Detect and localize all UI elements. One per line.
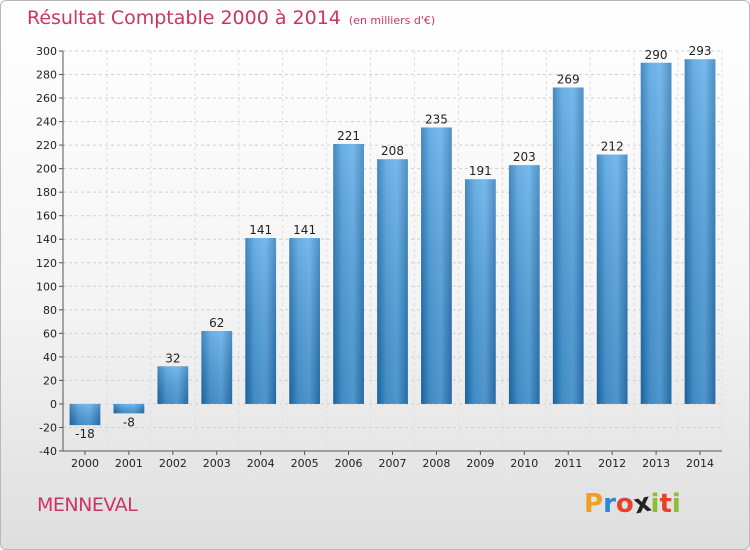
x-tick-label-2014: 2014 xyxy=(686,457,714,470)
y-tick-label: 0 xyxy=(50,398,57,411)
x-tick-label-2004: 2004 xyxy=(247,457,275,470)
data-label-2009: 191 xyxy=(469,164,492,178)
data-label-2000: -18 xyxy=(75,427,95,441)
brand-logo-letter: t xyxy=(659,489,672,519)
brand-logo: Proxiti xyxy=(584,488,681,521)
bar-shade-2003 xyxy=(201,331,233,404)
bar-shade-2000 xyxy=(69,403,101,426)
x-tick-label-2008: 2008 xyxy=(422,457,450,470)
brand-logo-letter: i xyxy=(671,489,681,519)
y-tick-label: 60 xyxy=(43,327,57,340)
chart-title-text: Résultat Comptable 2000 à 2014 xyxy=(27,7,341,29)
data-label-2001: -8 xyxy=(123,415,135,429)
data-label-2011: 269 xyxy=(557,72,580,86)
labels-layer: -18 -8 32 62 141 141 221 208 235 191 203 269 212 290 2… xyxy=(75,44,711,441)
bar-shade-2002 xyxy=(157,366,189,404)
bar-shade-2008 xyxy=(421,127,452,404)
axis-layer: -40 -20 0 20 40 60 80 100 120 140 160 180 200 220 240 2… xyxy=(36,45,722,470)
x-tick-label-2002: 2002 xyxy=(159,457,187,470)
data-label-2013: 290 xyxy=(645,48,668,62)
data-label-2014: 293 xyxy=(689,44,712,58)
brand-logo-letter: o xyxy=(615,489,634,519)
chart-subtitle: (en milliers d'€) xyxy=(348,14,436,27)
y-tick-label: 180 xyxy=(36,186,57,199)
bar-shade-2011 xyxy=(552,87,584,404)
brand-logo-letter: P xyxy=(584,489,604,519)
x-tick-label-2011: 2011 xyxy=(554,457,582,470)
y-tick-label: 200 xyxy=(36,163,57,176)
brand-logo-letter: r xyxy=(603,489,616,519)
x-tick-label-2000: 2000 xyxy=(71,457,99,470)
data-label-2006: 221 xyxy=(337,129,360,143)
y-tick-label: 140 xyxy=(36,233,57,246)
data-label-2003: 62 xyxy=(209,316,224,330)
x-tick-label-2003: 2003 xyxy=(203,457,231,470)
bar-shade-2004 xyxy=(245,238,277,404)
x-tick-label-2005: 2005 xyxy=(291,457,319,470)
y-tick-label: 280 xyxy=(36,69,57,82)
data-label-2008: 235 xyxy=(425,112,448,126)
brand-logo-letter: i xyxy=(650,489,660,519)
bar-shade-2006 xyxy=(333,143,364,404)
y-tick-label: 240 xyxy=(36,116,57,129)
bar-shade-2009 xyxy=(464,179,496,404)
y-tick-label: 100 xyxy=(36,280,57,293)
bar-shade-2010 xyxy=(508,165,540,404)
bar-shade-2001 xyxy=(113,403,145,414)
x-tick-label-2001: 2001 xyxy=(115,457,143,470)
y-tick-label: -40 xyxy=(39,445,57,458)
x-tick-label-2012: 2012 xyxy=(598,457,626,470)
x-tick-label-2009: 2009 xyxy=(466,457,494,470)
y-tick-label: 260 xyxy=(36,92,57,105)
bar-shade-2012 xyxy=(596,154,628,404)
bar-shade-2005 xyxy=(289,238,321,404)
y-tick-label: 80 xyxy=(43,304,57,317)
y-tick-label: 20 xyxy=(43,374,57,387)
x-tick-label-2010: 2010 xyxy=(510,457,538,470)
bar-shade-2014 xyxy=(684,59,716,404)
y-tick-label: 160 xyxy=(36,210,57,223)
data-label-2010: 203 xyxy=(513,150,536,164)
y-tick-label: 120 xyxy=(36,257,57,270)
bar-shade-2007 xyxy=(377,159,408,404)
y-tick-label: 300 xyxy=(36,45,57,58)
commune-name: MENNEVAL xyxy=(37,494,138,516)
x-tick-label-2013: 2013 xyxy=(642,457,670,470)
data-label-2002: 32 xyxy=(165,351,180,365)
chart-title: Résultat Comptable 2000 à 2014 (en millie… xyxy=(27,7,435,29)
x-tick-label-2006: 2006 xyxy=(335,457,363,470)
data-label-2005: 141 xyxy=(293,223,316,237)
y-tick-label: 40 xyxy=(43,351,57,364)
x-tick-label-2007: 2007 xyxy=(379,457,407,470)
bar-shade-2013 xyxy=(640,62,672,404)
bars-layer xyxy=(69,59,716,426)
data-label-2004: 141 xyxy=(249,223,272,237)
data-label-2007: 208 xyxy=(381,144,404,158)
y-tick-label: 220 xyxy=(36,139,57,152)
y-tick-label: -20 xyxy=(39,421,57,434)
data-label-2012: 212 xyxy=(601,140,624,154)
